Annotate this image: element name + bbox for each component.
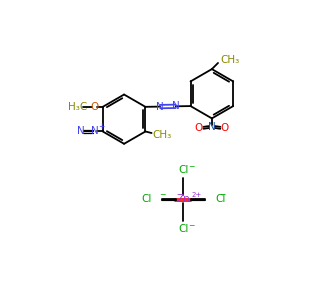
Text: Cl: Cl: [142, 194, 152, 204]
Text: N: N: [77, 127, 85, 136]
Text: Cl: Cl: [178, 165, 188, 175]
Text: −: −: [220, 190, 226, 199]
Text: N: N: [91, 127, 99, 136]
Text: −: −: [188, 162, 195, 171]
Text: Cl: Cl: [178, 224, 188, 233]
Text: N: N: [172, 101, 179, 111]
Text: CH₃: CH₃: [221, 55, 240, 65]
Text: O: O: [221, 123, 229, 133]
Text: −: −: [160, 190, 166, 199]
Text: N: N: [156, 102, 164, 112]
Text: N: N: [208, 122, 216, 132]
Text: 2+: 2+: [191, 192, 201, 198]
Text: CH₃: CH₃: [153, 130, 172, 140]
Text: O: O: [195, 123, 203, 133]
Text: Zn: Zn: [177, 194, 190, 204]
Text: Cl: Cl: [215, 194, 225, 204]
Text: H₃C: H₃C: [68, 102, 87, 112]
Text: −: −: [188, 221, 195, 230]
Text: +: +: [98, 122, 105, 131]
Text: O: O: [90, 102, 99, 112]
